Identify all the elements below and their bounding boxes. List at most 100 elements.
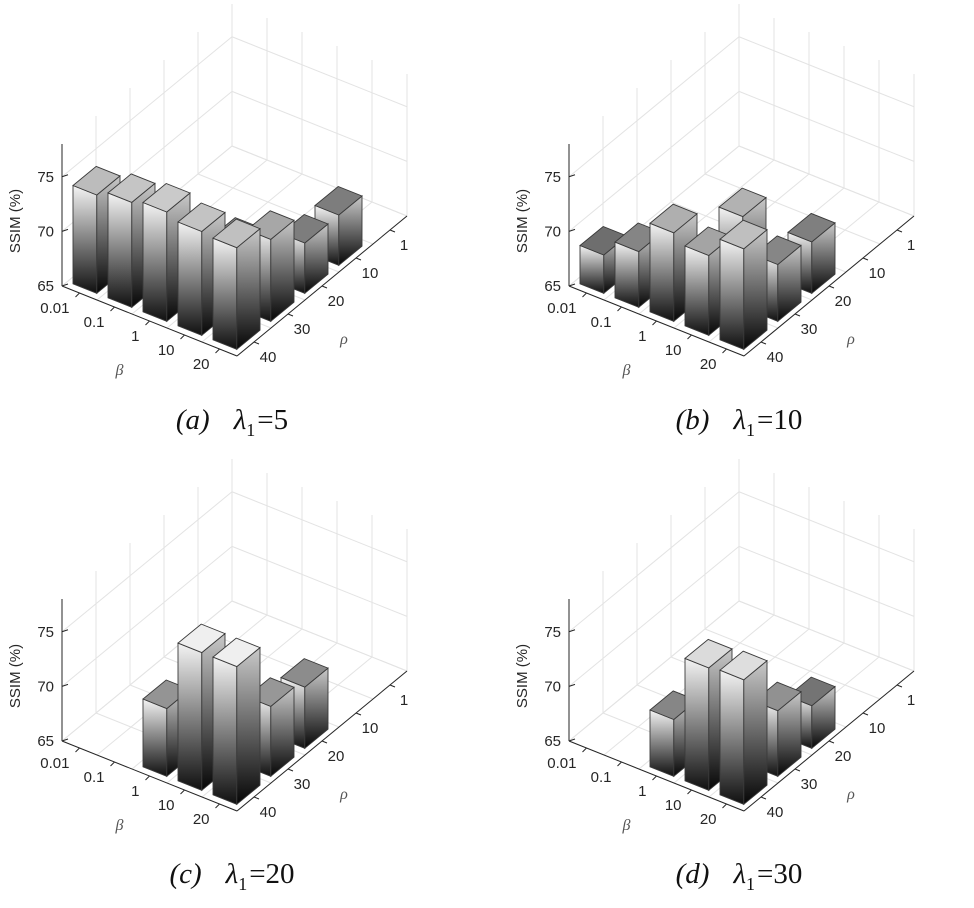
beta-tick-mark [722, 803, 727, 809]
bar-side-face [743, 659, 768, 806]
z-grid-line [568, 600, 740, 742]
rho-tick-mark [253, 796, 260, 800]
z-grid-line [231, 90, 408, 162]
caption-value: 10 [773, 404, 802, 436]
beta-tick-label: 0.1 [591, 769, 612, 786]
rho-tick-label: 40 [260, 804, 277, 821]
bar-side-face [236, 227, 261, 351]
rho-tick-mark [760, 341, 767, 345]
bar [719, 219, 768, 351]
bar-front-face [212, 237, 238, 350]
rho-tick-label: 10 [869, 265, 886, 282]
floor-grid-line [704, 173, 881, 245]
caption-subscript: 1 [246, 420, 255, 440]
beta-tick-mark [145, 320, 150, 326]
z-tick-label: 70 [37, 678, 54, 695]
caption-subscript: 1 [746, 420, 755, 440]
bar-front-face [684, 245, 710, 336]
caption-symbol: λ [732, 858, 746, 890]
z-grid-line [61, 545, 233, 687]
z-tick-label: 65 [37, 733, 54, 750]
beta-axis-label: β [115, 817, 124, 834]
caption-label: (d) [676, 858, 710, 890]
rho-tick-label: 1 [400, 692, 408, 709]
beta-tick-mark [582, 292, 587, 298]
z-tick-label: 65 [544, 278, 561, 295]
rho-tick-label: 30 [294, 321, 311, 338]
z-tick-label: 70 [544, 223, 561, 240]
subplot-caption: (d) λ1=30 [676, 858, 803, 894]
beta-tick-label: 0.01 [40, 755, 69, 772]
rho-axis-label: ρ [339, 331, 348, 348]
z-grid-line [61, 491, 233, 633]
caption-symbol: λ [732, 404, 746, 436]
rho-tick-label: 10 [362, 265, 379, 282]
bar-front-face [719, 238, 745, 350]
z-tick-mark [61, 228, 69, 232]
beta-tick-label: 0.01 [547, 300, 576, 317]
rho-tick-mark [794, 313, 801, 317]
z-grid-line [738, 36, 915, 108]
bar-top-face [177, 623, 226, 654]
bars [579, 187, 836, 351]
caption-label: (b) [676, 404, 710, 436]
bar-top-face [212, 637, 261, 668]
rho-tick-label: 1 [907, 692, 915, 709]
z-grid-line [231, 491, 408, 563]
bar [212, 637, 261, 806]
beta-tick-label: 20 [700, 811, 717, 828]
caption-relation: = [249, 858, 265, 890]
z-grid-line [61, 600, 233, 742]
rho-axis-label: ρ [846, 786, 855, 803]
bar-top-face [684, 638, 733, 669]
caption-value: 20 [266, 858, 295, 890]
beta-tick-label: 0.1 [84, 769, 105, 786]
rho-tick-mark [896, 229, 903, 233]
caption-relation: = [757, 404, 773, 436]
rho-tick-mark [253, 341, 260, 345]
z-grid-line [231, 545, 408, 617]
z-tick-mark [568, 283, 576, 287]
z-grid-line [61, 36, 233, 178]
bar-top-face [719, 219, 768, 250]
bar-top-face [718, 187, 767, 218]
z-tick-mark [61, 738, 69, 742]
rho-tick-mark [760, 796, 767, 800]
caption-relation: = [257, 404, 273, 436]
bar-front-face [142, 201, 168, 322]
beta-tick-label: 10 [158, 797, 175, 814]
z-grid-line [231, 600, 408, 672]
z-tick-label: 75 [37, 169, 54, 186]
z-tick-mark [61, 629, 69, 633]
rho-tick-mark [355, 257, 362, 261]
z-tick-mark [61, 174, 69, 178]
bar-front-face [177, 221, 203, 336]
z-axis-label: SSIM (%) [7, 189, 24, 253]
rho-tick-label: 30 [294, 776, 311, 793]
bar-front-face [684, 657, 710, 791]
rho-tick-mark [287, 313, 294, 317]
z-tick-mark [568, 738, 576, 742]
bar-side-face [743, 228, 768, 351]
caption-value: 30 [773, 858, 802, 890]
beta-tick-mark [582, 747, 587, 753]
subplot-caption: (a) λ1=5 [176, 404, 288, 440]
z-tick-mark [568, 683, 576, 687]
beta-tick-label: 10 [158, 342, 175, 359]
z-tick-mark [568, 174, 576, 178]
bar [719, 650, 768, 806]
z-grid-line [231, 36, 408, 108]
z-tick-label: 75 [544, 169, 561, 186]
beta-tick-mark [722, 348, 727, 354]
caption-subscript: 1 [238, 874, 247, 894]
rho-tick-mark [862, 712, 869, 716]
subplot-caption: (c) λ1=20 [169, 858, 294, 894]
z-grid-line [738, 491, 915, 563]
beta-tick-mark [180, 789, 185, 795]
z-axis-label: SSIM (%) [514, 189, 531, 253]
